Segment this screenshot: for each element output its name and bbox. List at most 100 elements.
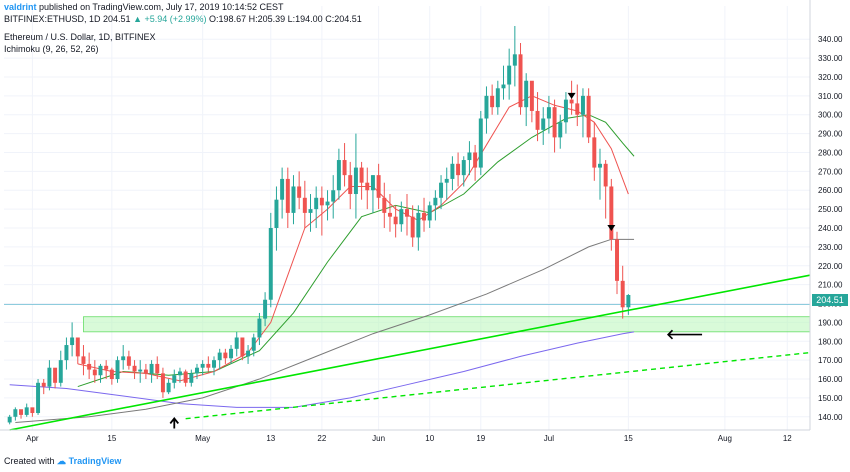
candle-body [609, 186, 614, 240]
candle-body [121, 356, 126, 361]
candle-body [450, 163, 455, 179]
candle-body [53, 367, 58, 383]
ohlc-line: BITFINEX:ETHUSD, 1D 204.51 ▲ +5.94 (+2.9… [4, 14, 362, 24]
publish-info: published on TradingView.com, July 17, 2… [39, 2, 284, 12]
publish-header: valdrint published on TradingView.com, J… [4, 2, 284, 12]
ma-gray-line [15, 238, 635, 423]
candle-body [427, 205, 432, 221]
candle-body [268, 228, 273, 300]
y-tick-label: 180.00 [818, 337, 843, 346]
trendlines [9, 274, 811, 431]
x-tick-label: 15 [107, 434, 116, 443]
candle-body [194, 367, 199, 374]
x-tick-label: 13 [266, 434, 275, 443]
indicator-legend[interactable]: Ichimoku (9, 26, 52, 26) [4, 44, 99, 54]
footer-brand[interactable]: TradingView [68, 456, 122, 466]
y-tick-label: 260.00 [818, 186, 843, 195]
tradingview-logo-icon: ☁ [57, 456, 67, 466]
candle-body [200, 363, 205, 368]
candle-body [285, 178, 290, 213]
price-change: ▲ +5.94 (+2.99%) [133, 14, 207, 24]
markers [169, 92, 616, 429]
candle-body [376, 175, 381, 198]
candle-body [166, 382, 171, 393]
candle-body [274, 199, 279, 228]
candle-body [365, 182, 370, 191]
candle-body [382, 197, 387, 213]
candles [7, 26, 631, 425]
candle-body [109, 369, 114, 380]
candle-body [75, 337, 80, 357]
x-tick-label: Jul [544, 434, 554, 443]
open-value: O:198.67 [209, 14, 247, 24]
candle-body [115, 360, 120, 380]
chart-legend-title: Ethereum / U.S. Dollar, 1D, BITFINEX [4, 32, 156, 42]
candle-body [336, 160, 341, 191]
candle-body [501, 84, 506, 89]
x-tick-label: 12 [783, 434, 792, 443]
candle-body [206, 363, 211, 368]
candle-body [331, 190, 336, 202]
high-value: H:205.39 [248, 14, 286, 24]
arrow-down-icon [567, 92, 576, 99]
y-tick-label: 140.00 [818, 413, 843, 422]
candle-body [541, 118, 546, 130]
candle-body [47, 367, 52, 387]
y-tick-label: 320.00 [818, 73, 843, 82]
candle-body [149, 363, 154, 374]
candle-body [280, 178, 285, 200]
candle-body [399, 209, 404, 225]
author-name[interactable]: valdrint [4, 2, 37, 12]
y-tick-label: 290.00 [818, 130, 843, 139]
candle-body [143, 369, 148, 374]
candle-body [126, 356, 131, 366]
arrow-left-icon: 🡐 [666, 326, 704, 342]
candle-body [575, 103, 580, 115]
candle-body [234, 337, 239, 349]
candle-body [495, 88, 500, 108]
candle-body [416, 212, 421, 238]
candle-body [41, 382, 46, 387]
candle-body [552, 107, 557, 138]
candle-body [98, 365, 103, 376]
candle-body [7, 416, 12, 423]
candle-body [478, 118, 483, 168]
candle-body [524, 80, 529, 108]
candle-body [353, 167, 358, 195]
last-price: 204.51 [103, 14, 131, 24]
candle-body [342, 160, 347, 176]
candle-body [302, 197, 307, 213]
candle-body [64, 345, 69, 361]
candle-body [319, 197, 324, 206]
candle-body [297, 186, 302, 198]
last-price-tag: 204.51 [812, 294, 848, 306]
y-tick-label: 300.00 [818, 111, 843, 120]
candle-body [325, 201, 330, 206]
candle-body [291, 186, 296, 213]
candle-body [183, 371, 188, 383]
arrow-down-icon [607, 225, 616, 231]
candle-body [13, 409, 18, 417]
candle-body [580, 95, 585, 115]
candle-body [30, 407, 35, 414]
y-tick-label: 270.00 [818, 167, 843, 176]
y-tick-label: 310.00 [818, 92, 843, 101]
candle-body [461, 160, 466, 176]
x-tick-label: 19 [476, 434, 485, 443]
y-tick-label: 210.00 [818, 281, 843, 290]
candle-body [263, 299, 268, 319]
x-tick-label: May [195, 434, 210, 443]
candle-body [592, 137, 597, 168]
candle-body [467, 152, 472, 161]
candle-body [405, 209, 409, 217]
y-tick-label: 190.00 [818, 318, 843, 327]
candle-body [314, 197, 319, 210]
candle-body [104, 365, 109, 370]
y-tick-label: 150.00 [818, 394, 843, 403]
footer: Created with ☁ TradingView [4, 456, 121, 467]
y-tick-label: 240.00 [818, 224, 843, 233]
candle-body [387, 212, 392, 217]
candle-body [490, 95, 495, 108]
candle-body [563, 99, 568, 123]
